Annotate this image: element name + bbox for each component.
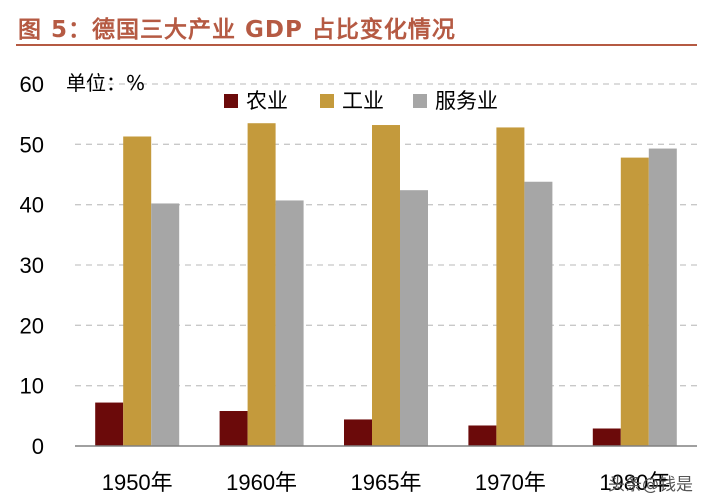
y-tick-label: 50 xyxy=(20,132,44,157)
x-tick-label: 1960年 xyxy=(226,470,297,495)
x-tick-label: 1965年 xyxy=(351,470,422,495)
bar xyxy=(468,425,497,446)
bar xyxy=(524,181,553,447)
bar xyxy=(592,428,621,446)
legend-label: 工业 xyxy=(342,89,384,113)
y-tick-label: 60 xyxy=(20,72,44,97)
bar xyxy=(123,136,152,447)
watermark: 头条@钱是 xyxy=(608,475,693,495)
legend-label: 服务业 xyxy=(435,89,498,113)
y-tick-label: 40 xyxy=(20,193,44,218)
x-tick-label: 1970年 xyxy=(475,470,546,495)
x-tick-label: 1950年 xyxy=(102,470,173,495)
bar xyxy=(275,200,304,446)
legend-label: 农业 xyxy=(246,89,288,113)
legend-swatch xyxy=(224,94,238,108)
x-tick-label: 1980年 xyxy=(599,470,670,495)
bar xyxy=(648,148,677,446)
bar xyxy=(400,190,428,446)
y-tick-label: 20 xyxy=(20,313,44,338)
x-axis-labels: 1950年 1960年 1965年 1970年 1980年 xyxy=(102,470,671,495)
y-tick-label: 10 xyxy=(20,374,44,399)
unit-label: 单位：% xyxy=(66,71,145,95)
bar xyxy=(620,157,649,446)
y-axis-ticks: 0 10 20 30 40 50 60 xyxy=(20,72,44,459)
legend: 农业 工业 服务业 xyxy=(224,89,498,113)
legend-swatch xyxy=(413,94,427,108)
bar xyxy=(344,419,372,446)
bar xyxy=(372,125,400,446)
bar xyxy=(151,203,180,446)
bars xyxy=(95,123,677,447)
bar xyxy=(219,411,248,446)
title-rule xyxy=(16,44,697,46)
y-tick-label: 0 xyxy=(32,434,44,459)
bar xyxy=(496,127,525,446)
bar xyxy=(247,123,276,446)
y-tick-label: 30 xyxy=(20,253,44,278)
bar xyxy=(95,402,124,446)
legend-swatch xyxy=(320,94,334,108)
figure-title: 图 5：德国三大产业 GDP 占比变化情况 xyxy=(18,17,456,43)
